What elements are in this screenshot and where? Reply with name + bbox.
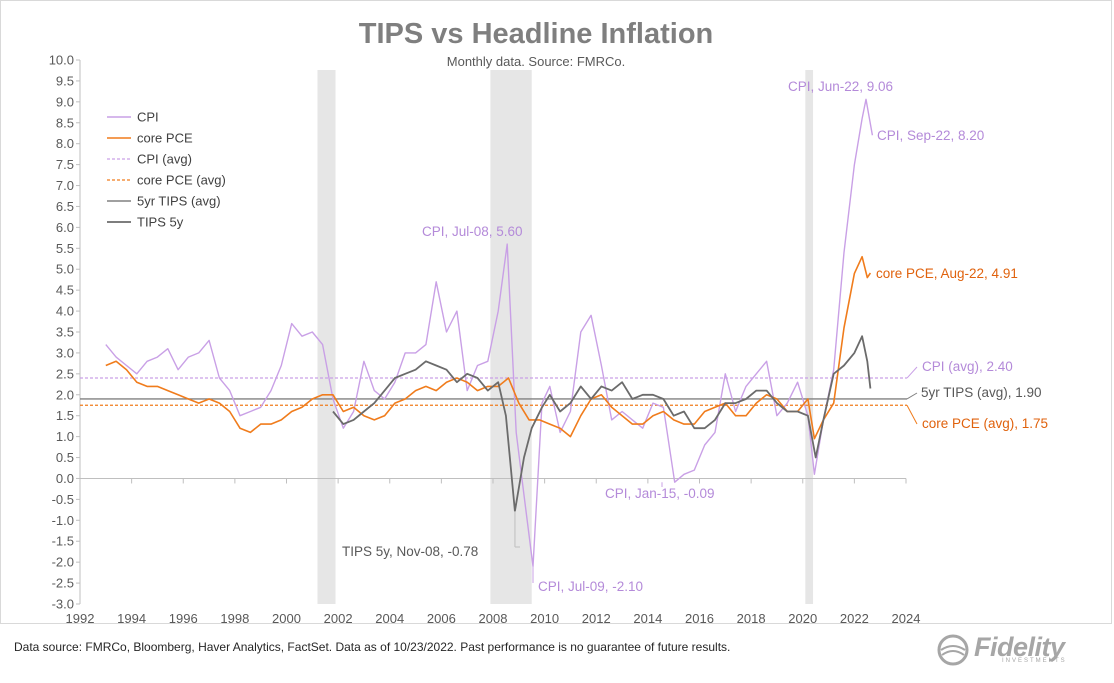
source-note: Data source: FMRCo, Bloomberg, Haver Ana… <box>14 640 731 654</box>
recession-shade <box>317 70 336 604</box>
y-tick-label: 5.5 <box>56 241 74 256</box>
recession-shade <box>805 70 814 604</box>
y-tick-label: 9.5 <box>56 73 74 88</box>
chart-subtitle: Monthly data. Source: FMRCo. <box>446 54 626 69</box>
x-tick-label: 1994 <box>117 611 146 624</box>
y-tick-label: -0.5 <box>52 492 74 507</box>
annotation-cpi-2009-low: CPI, Jul-09, -2.10 <box>538 579 643 594</box>
legend-label: 5yr TIPS (avg) <box>137 194 221 209</box>
x-tick-label: 2018 <box>737 611 766 624</box>
y-tick-label: -1.0 <box>52 513 74 528</box>
chart-plot: 10.0 9.5 9.0 8.5 8.0 7.5 7.0 6.5 6.0 5.5 5.0 4.5 4.0… <box>49 53 1048 625</box>
y-tick-label: 6.5 <box>56 199 74 214</box>
x-tick-label: 2020 <box>788 611 817 624</box>
x-tick-label: 2014 <box>633 611 662 624</box>
chart-frame <box>0 0 1112 624</box>
y-tick-label: 7.5 <box>56 157 74 172</box>
annotation-core-pce-avg: core PCE (avg), 1.75 <box>922 416 1048 431</box>
x-tick-label: 1996 <box>169 611 198 624</box>
x-tick-label: 2008 <box>479 611 508 624</box>
y-tick-label: 10.0 <box>49 53 74 68</box>
legend-label: CPI (avg) <box>137 152 192 167</box>
y-tick-label: 3.0 <box>56 345 74 360</box>
y-tick-label: 3.5 <box>56 325 74 340</box>
annotation-tips-2008-low: TIPS 5y, Nov-08, -0.78 <box>342 544 478 559</box>
x-tick-label: 2004 <box>375 611 404 624</box>
fidelity-globe-icon <box>937 634 969 666</box>
y-tick-label: 8.0 <box>56 136 74 151</box>
y-tick-label: 9.0 <box>56 94 74 109</box>
cpi-series-line <box>105 98 874 567</box>
x-tick-label: 2002 <box>324 611 353 624</box>
annotation-cpi-2015-low: CPI, Jan-15, -0.09 <box>605 486 715 501</box>
annotation-tips-avg: 5yr TIPS (avg), 1.90 <box>921 385 1042 400</box>
annotation-cpi-avg: CPI (avg), 2.40 <box>922 359 1013 374</box>
y-tick-label: -3.0 <box>52 597 74 612</box>
y-tick-label: -2.0 <box>52 555 74 570</box>
logo-subtext: INVESTMENTS <box>1002 658 1067 664</box>
annotation-core-pce-latest: core PCE, Aug-22, 4.91 <box>876 266 1018 281</box>
legend-label: core PCE <box>137 131 193 146</box>
annotation-cpi-2008-peak: CPI, Jul-08, 5.60 <box>422 224 523 239</box>
x-tick-label: 2010 <box>530 611 559 624</box>
y-tick-label: 4.5 <box>56 283 74 298</box>
y-tick-label: 5.0 <box>56 262 74 277</box>
y-tick-label: 6.0 <box>56 220 74 235</box>
x-tick-label: 2012 <box>582 611 611 624</box>
x-tick-label: 2024 <box>892 611 921 624</box>
annotation-leader <box>906 366 918 379</box>
annotation-leader <box>906 404 918 425</box>
chart-title: TIPS vs Headline Inflation <box>358 18 714 50</box>
legend-label: TIPS 5y <box>137 215 184 230</box>
y-tick-label: 8.5 <box>56 115 74 130</box>
x-tick-label: 2022 <box>840 611 869 624</box>
y-tick-label: 2.5 <box>56 366 74 381</box>
annotation-cpi-peak: CPI, Jun-22, 9.06 <box>788 79 893 94</box>
fidelity-logo: Fidelity INVESTMENTS <box>936 632 1101 667</box>
logo-text: Fidelity <box>974 632 1065 662</box>
x-tick-label: 2000 <box>272 611 301 624</box>
y-tick-label: 7.0 <box>56 178 74 193</box>
y-tick-label: 2.0 <box>56 387 74 402</box>
annotation-cpi-latest: CPI, Sep-22, 8.20 <box>877 128 984 143</box>
y-tick-label: 4.0 <box>56 304 74 319</box>
y-tick-label: -2.5 <box>52 576 74 591</box>
x-tick-label: 2006 <box>427 611 456 624</box>
legend-label: core PCE (avg) <box>137 173 226 188</box>
x-tick-label: 1992 <box>66 611 95 624</box>
y-tick-label: 1.0 <box>56 429 74 444</box>
y-tick-label: 0.0 <box>56 471 74 486</box>
y-tick-label: -1.5 <box>52 534 74 549</box>
y-tick-label: 1.5 <box>56 408 74 423</box>
x-tick-label: 2016 <box>685 611 714 624</box>
x-tick-label: 1998 <box>220 611 249 624</box>
y-tick-label: 0.5 <box>56 450 74 465</box>
core-pce-series-line <box>105 255 872 440</box>
tips-5y-series-line <box>332 335 872 512</box>
legend-label: CPI <box>137 110 159 125</box>
annotation-leader <box>906 392 918 400</box>
